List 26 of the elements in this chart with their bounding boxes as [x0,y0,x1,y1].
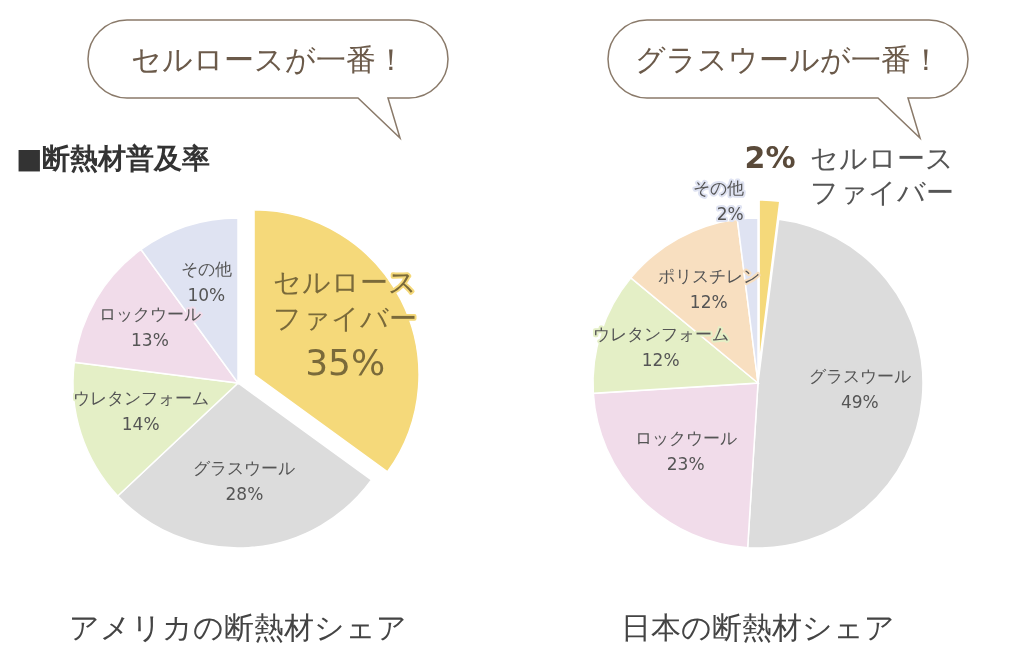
slice-label: ウレタンフォーム [592,324,729,345]
text: アメリカの断熱材シェア [69,610,407,645]
slice-label: ポリスチレン [657,266,760,287]
data-label: 12% [689,292,728,313]
slice-label: ウレタンフォーム [72,387,209,408]
data-label: 23% [666,454,705,475]
data-label: 14% [121,413,160,434]
data-label: 13% [131,329,169,350]
data-label: 10% [187,284,226,305]
slice-label: ロックウール [634,428,737,449]
data-label: 12% [641,350,680,371]
text: 日本の断熱材シェア [621,610,895,645]
slice-label: その他 [180,258,232,279]
slice-label: グラスウール [193,458,296,479]
data-label: 28% [225,484,264,505]
data-label: 35% [305,341,386,383]
data-label: 2% [716,204,744,225]
slice-label: グラスウール [808,365,911,386]
data-label: 49% [840,391,879,412]
slice-label: セルロースファイバー [810,142,955,210]
text: グラスウールが一番！ [635,42,941,77]
chart-title: ■断熱材普及率 [16,142,211,175]
slice-label: ロックウール [98,303,201,324]
data-label: 2% [744,140,796,176]
slice-label: その他 [692,178,744,199]
text: セルロースが一番！ [130,42,406,77]
